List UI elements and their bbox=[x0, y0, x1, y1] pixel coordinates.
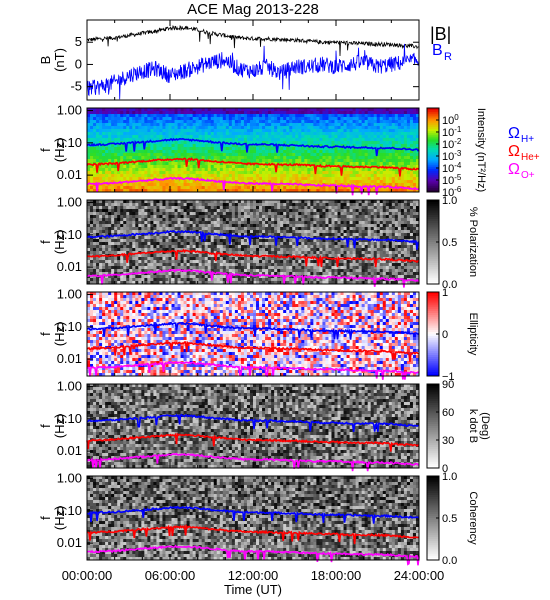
f-axis-label: f bbox=[38, 424, 53, 428]
x-tick-labels: 00:00:00 06:00:00 12:00:00 18:00:00 24:00:00 bbox=[62, 568, 445, 583]
spectrogram-image bbox=[87, 292, 419, 376]
legend-omega-O: Ω bbox=[508, 161, 520, 178]
b-magnitude-line bbox=[87, 26, 419, 56]
f-axis-unit: (Hz) bbox=[52, 230, 67, 255]
y-tick-label: 1.00 bbox=[57, 471, 82, 486]
colorbar-label: % Polarization bbox=[467, 207, 479, 277]
legend-omega-subscript: O+ bbox=[521, 170, 535, 181]
spectrogram-image bbox=[87, 200, 419, 284]
colorbar-tick-label: 60 bbox=[442, 407, 454, 419]
y-tick-label: 0.01 bbox=[57, 443, 82, 458]
f-axis-label: f bbox=[38, 516, 53, 520]
legend-omega-subscript: H+ bbox=[521, 134, 534, 145]
b-field-y-label-unit: (nT) bbox=[52, 48, 67, 72]
figure-title: ACE Mag 2013-228 bbox=[187, 1, 319, 18]
colorbar-label: Intensity (nT²/Hz) bbox=[475, 108, 487, 192]
y-tick-label: 0.01 bbox=[57, 351, 82, 366]
f-axis-unit: (Hz) bbox=[52, 322, 67, 347]
x-tick-label: 06:00:00 bbox=[145, 568, 196, 583]
colorbar: 1.0 0.5 0.0 Coherency bbox=[427, 471, 479, 567]
spectrogram-image bbox=[87, 476, 419, 560]
legend-omega-subscript: He+ bbox=[521, 152, 540, 163]
colorbar-tick-label: 0.5 bbox=[442, 513, 457, 525]
spectrogram-image bbox=[87, 108, 419, 192]
x-axis-label: Time (UT) bbox=[224, 582, 282, 597]
y-tick-label: 1.00 bbox=[57, 103, 82, 118]
legend-b-radial: B bbox=[432, 42, 443, 59]
colorbar-tick-label: 0 bbox=[442, 329, 448, 341]
colorbar-tick-label: 30 bbox=[442, 435, 454, 447]
polarization-panel: 1.000.100.01f (Hz)1.00.50.0% Polarization bbox=[38, 195, 479, 291]
b-field-y-label-b: B bbox=[38, 56, 53, 65]
b-field-panel: 50-5 B (nT) |B|B R bbox=[38, 20, 452, 100]
x-tick-label: 24:00:00 bbox=[394, 568, 445, 583]
y-tick-label: -5 bbox=[70, 79, 82, 94]
y-tick-label: 5 bbox=[75, 34, 82, 49]
colorbar-label: Ellipticity bbox=[467, 313, 479, 356]
colorbar-tick-label: 1 bbox=[442, 287, 448, 299]
legend-omega-He: Ω bbox=[508, 143, 520, 160]
x-tick-label: 00:00:00 bbox=[62, 568, 113, 583]
legend-b-magnitude: |B| bbox=[430, 24, 451, 44]
y-tick-label: 1.00 bbox=[57, 287, 82, 302]
colorbar: 1.00.50.0% Polarization bbox=[427, 195, 479, 291]
intensity-panel: 1.000.100.01f (Hz)10010-110-210-310-410-5… bbox=[38, 103, 540, 199]
b-radial-line bbox=[87, 44, 419, 99]
f-axis-label: f bbox=[38, 148, 53, 152]
legend-omega-H: Ω bbox=[508, 125, 520, 142]
f-axis-unit: (Hz) bbox=[52, 506, 67, 531]
y-tick-label: 0.01 bbox=[57, 535, 82, 550]
colorbar-tick-label: 90 bbox=[442, 379, 454, 391]
colorbar-tick-label: 1.0 bbox=[442, 471, 457, 483]
x-tick-label: 18:00:00 bbox=[311, 568, 362, 583]
f-axis-unit: (Hz) bbox=[52, 138, 67, 163]
colorbar-label: k dot B bbox=[467, 409, 479, 443]
colorbar-label: Coherency bbox=[467, 491, 479, 545]
y-tick-label: 1.00 bbox=[57, 195, 82, 210]
y-tick-label: 1.00 bbox=[57, 379, 82, 394]
f-axis-unit: (Hz) bbox=[52, 414, 67, 439]
colorbar-tick-label: 1.0 bbox=[442, 195, 457, 207]
colorbar-label-unit: (Deg) bbox=[479, 412, 491, 440]
colorbar-tick-label: 0.0 bbox=[442, 555, 457, 567]
colorbar-tick-label: 0.5 bbox=[442, 237, 457, 249]
y-tick-label: 0.01 bbox=[57, 259, 82, 274]
legend-b-radial-subscript: R bbox=[444, 51, 452, 63]
y-tick-label: 0 bbox=[75, 56, 82, 71]
x-tick-label: 12:00:00 bbox=[228, 568, 279, 583]
y-tick-label: 0.01 bbox=[57, 167, 82, 182]
f-axis-label: f bbox=[38, 332, 53, 336]
f-axis-label: f bbox=[38, 240, 53, 244]
